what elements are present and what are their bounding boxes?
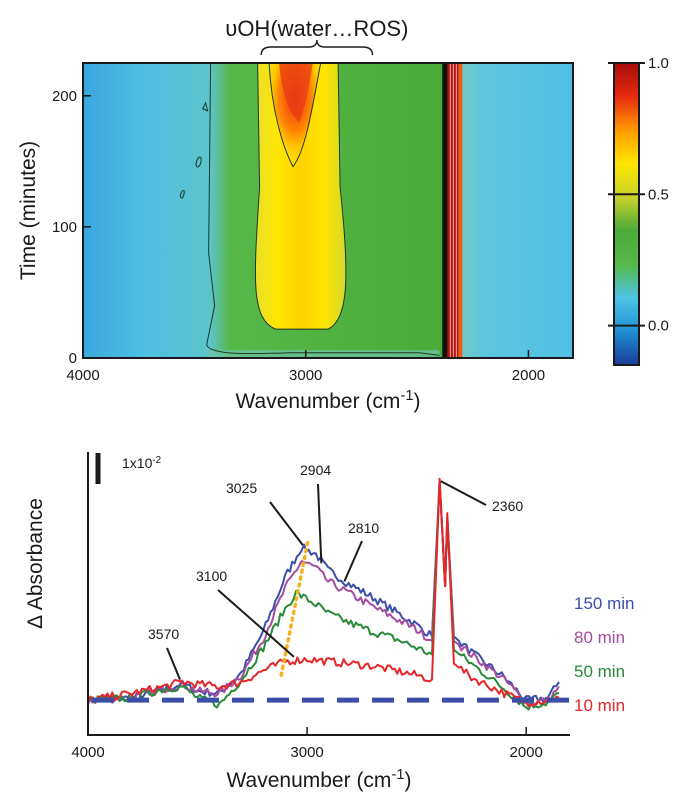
line-x-tick-label: 4000	[71, 744, 104, 761]
heatmap-chart: 4000 3000 2000 0 100 200 Wavenumber (cm-1) T…	[17, 16, 574, 413]
heatmap-x-tick-label: 3000	[289, 367, 322, 384]
annotation-label-3570: 3570	[148, 626, 179, 642]
legend-entry-80-min: 80 min	[574, 628, 625, 647]
colorbar-gradient	[613, 62, 640, 366]
heatmap-x-tick-label: 2000	[512, 367, 545, 384]
sharp-band-shoulder	[458, 63, 463, 358]
heatmap-y-tick-label: 200	[52, 88, 77, 105]
water-band	[255, 63, 346, 330]
heatmap-early-strip	[206, 350, 440, 358]
contour-island	[179, 189, 185, 199]
heatmap-y-tick-label: 100	[52, 219, 77, 236]
series-line-50-min	[87, 480, 559, 711]
line-x-tick-label: 3000	[290, 744, 323, 761]
title-bracket	[260, 39, 374, 56]
series-line-150-min	[87, 480, 560, 705]
colorbar-tick-label: 0.0	[648, 318, 669, 335]
annotation-label-3025: 3025	[226, 480, 257, 496]
annotation-label-2810: 2810	[348, 520, 379, 536]
colorbar: 1.0 0.5 0.0	[608, 55, 669, 366]
line-x-axis-title: Wavenumber (cm-1)	[227, 767, 412, 792]
background-contour	[206, 63, 440, 356]
annotation-label-3100: 3100	[196, 568, 227, 584]
sharp-band-edge	[442, 63, 449, 358]
legend-entry-50-min: 50 min	[574, 662, 625, 681]
annotation-label-2904: 2904	[300, 462, 331, 478]
water-band-contour	[254, 63, 347, 330]
heatmap-frame	[82, 62, 574, 359]
annotation-leader-2810	[343, 540, 363, 582]
heatmap-x-axis-title: Wavenumber (cm-1)	[236, 388, 421, 413]
water-band-peak-contour	[268, 63, 322, 168]
colorbar-tick-label: 1.0	[648, 55, 669, 72]
legend-entry-150-min: 150 min	[574, 594, 634, 613]
series-line-80-min	[87, 480, 560, 706]
series-line-10-min	[87, 477, 560, 708]
annotation-label-2360: 2360	[492, 498, 523, 514]
peak-shift-dotted-line	[279, 540, 310, 680]
heatmap-title: υOH(water…ROS)	[225, 16, 408, 41]
contour-island	[195, 156, 202, 168]
water-band-peak-core	[279, 63, 313, 122]
line-x-tick-label: 2000	[509, 744, 542, 761]
heatmap-y-axis-title: Time (minutes)	[17, 141, 40, 280]
annotation-leader-2904	[317, 483, 323, 564]
annotation-leader-3025	[269, 501, 304, 546]
heatmap-x-tick-label: 4000	[66, 367, 99, 384]
annotation-leader-3570	[166, 647, 181, 681]
colorbar-tick-label: 0.5	[648, 186, 669, 203]
annotation-leader-3100	[217, 589, 295, 658]
heatmap-y-tick-label: 0	[69, 350, 77, 367]
line-y-axis-title: Δ Absorbance	[24, 498, 47, 629]
scale-bar-label: 1x10-2	[122, 455, 161, 472]
line-chart: 4000 3000 2000 Wavenumber (cm-1) Δ Absorba…	[24, 452, 634, 792]
legend-entry-10-min: 10 min	[574, 696, 625, 715]
annotation-leader-2360	[440, 480, 487, 506]
contour-island	[201, 101, 209, 112]
